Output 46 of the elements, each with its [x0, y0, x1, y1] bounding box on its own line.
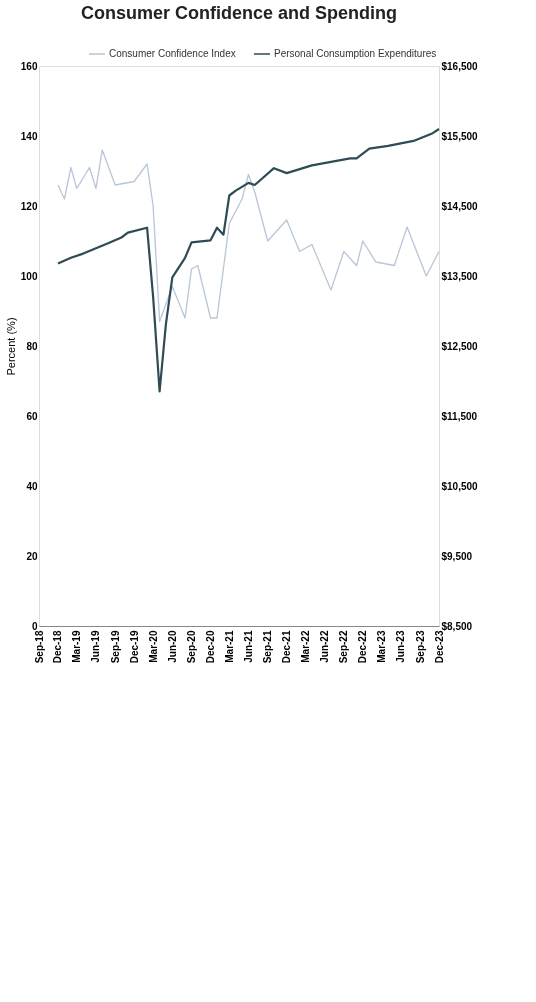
- x-tick-label: Sep-22: [338, 630, 350, 664]
- y-tick-label: 80: [26, 340, 38, 352]
- x-tick-label: Dec-22: [357, 630, 369, 664]
- y-tick-label: 0: [31, 620, 38, 632]
- x-tick-label: Sep-18: [33, 630, 45, 664]
- x-tick-label: Sep-23: [414, 630, 426, 664]
- y2-tick-label: $16,500: [441, 60, 479, 72]
- x-tick-label: Dec-18: [52, 630, 64, 664]
- y2-tick-label: $15,500: [441, 130, 479, 142]
- x-tick-label: Mar-23: [376, 630, 388, 663]
- x-tick-label: Jun-22: [319, 630, 331, 663]
- y-tick-label: 120: [20, 200, 38, 212]
- x-tick-label: Mar-19: [71, 630, 83, 663]
- x-tick-label: Dec-23: [433, 630, 445, 664]
- y2-tick-label: $10,500: [441, 480, 479, 492]
- y2-tick-label: $14,500: [441, 200, 479, 212]
- x-tick-label: Sep-21: [262, 630, 274, 664]
- x-tick-label: Sep-20: [186, 630, 198, 664]
- line-series: [57, 149, 440, 323]
- x-tick-label: Dec-21: [281, 630, 293, 664]
- x-tick-label: Sep-19: [109, 630, 121, 664]
- y-axis-title: Percent (%): [4, 317, 17, 376]
- y-tick-label: 100: [20, 270, 38, 282]
- y-tick-label: 60: [26, 410, 38, 422]
- x-tick-label: Mar-21: [223, 630, 235, 663]
- y2-tick-label: $9,500: [441, 550, 473, 562]
- y2-tick-label: $12,500: [441, 340, 479, 352]
- y-tick-label: 40: [26, 480, 38, 492]
- y-tick-label: 140: [20, 130, 38, 142]
- x-tick-label: Jun-23: [395, 630, 407, 663]
- y2-tick-label: $11,500: [441, 410, 478, 422]
- y2-tick-label: $13,500: [441, 270, 479, 282]
- x-tick-label: Jun-21: [242, 630, 254, 663]
- y-tick-label: 20: [26, 550, 38, 562]
- x-tick-label: Mar-20: [147, 630, 159, 663]
- y2-tick-label: $8,500: [441, 620, 473, 632]
- x-tick-label: Jun-19: [90, 630, 102, 663]
- x-tick-label: Dec-20: [205, 630, 217, 664]
- legend-label: Personal Consumption Expenditures: [274, 48, 437, 59]
- chart-title: Consumer Confidence and Spending: [80, 3, 398, 23]
- line-series: [56, 127, 441, 393]
- x-tick-label: Mar-22: [299, 630, 311, 663]
- x-tick-label: Jun-20: [166, 630, 178, 663]
- y-tick-label: 160: [20, 60, 38, 72]
- x-tick-label: Dec-19: [128, 630, 140, 664]
- legend-label: Consumer Confidence Index: [109, 48, 236, 59]
